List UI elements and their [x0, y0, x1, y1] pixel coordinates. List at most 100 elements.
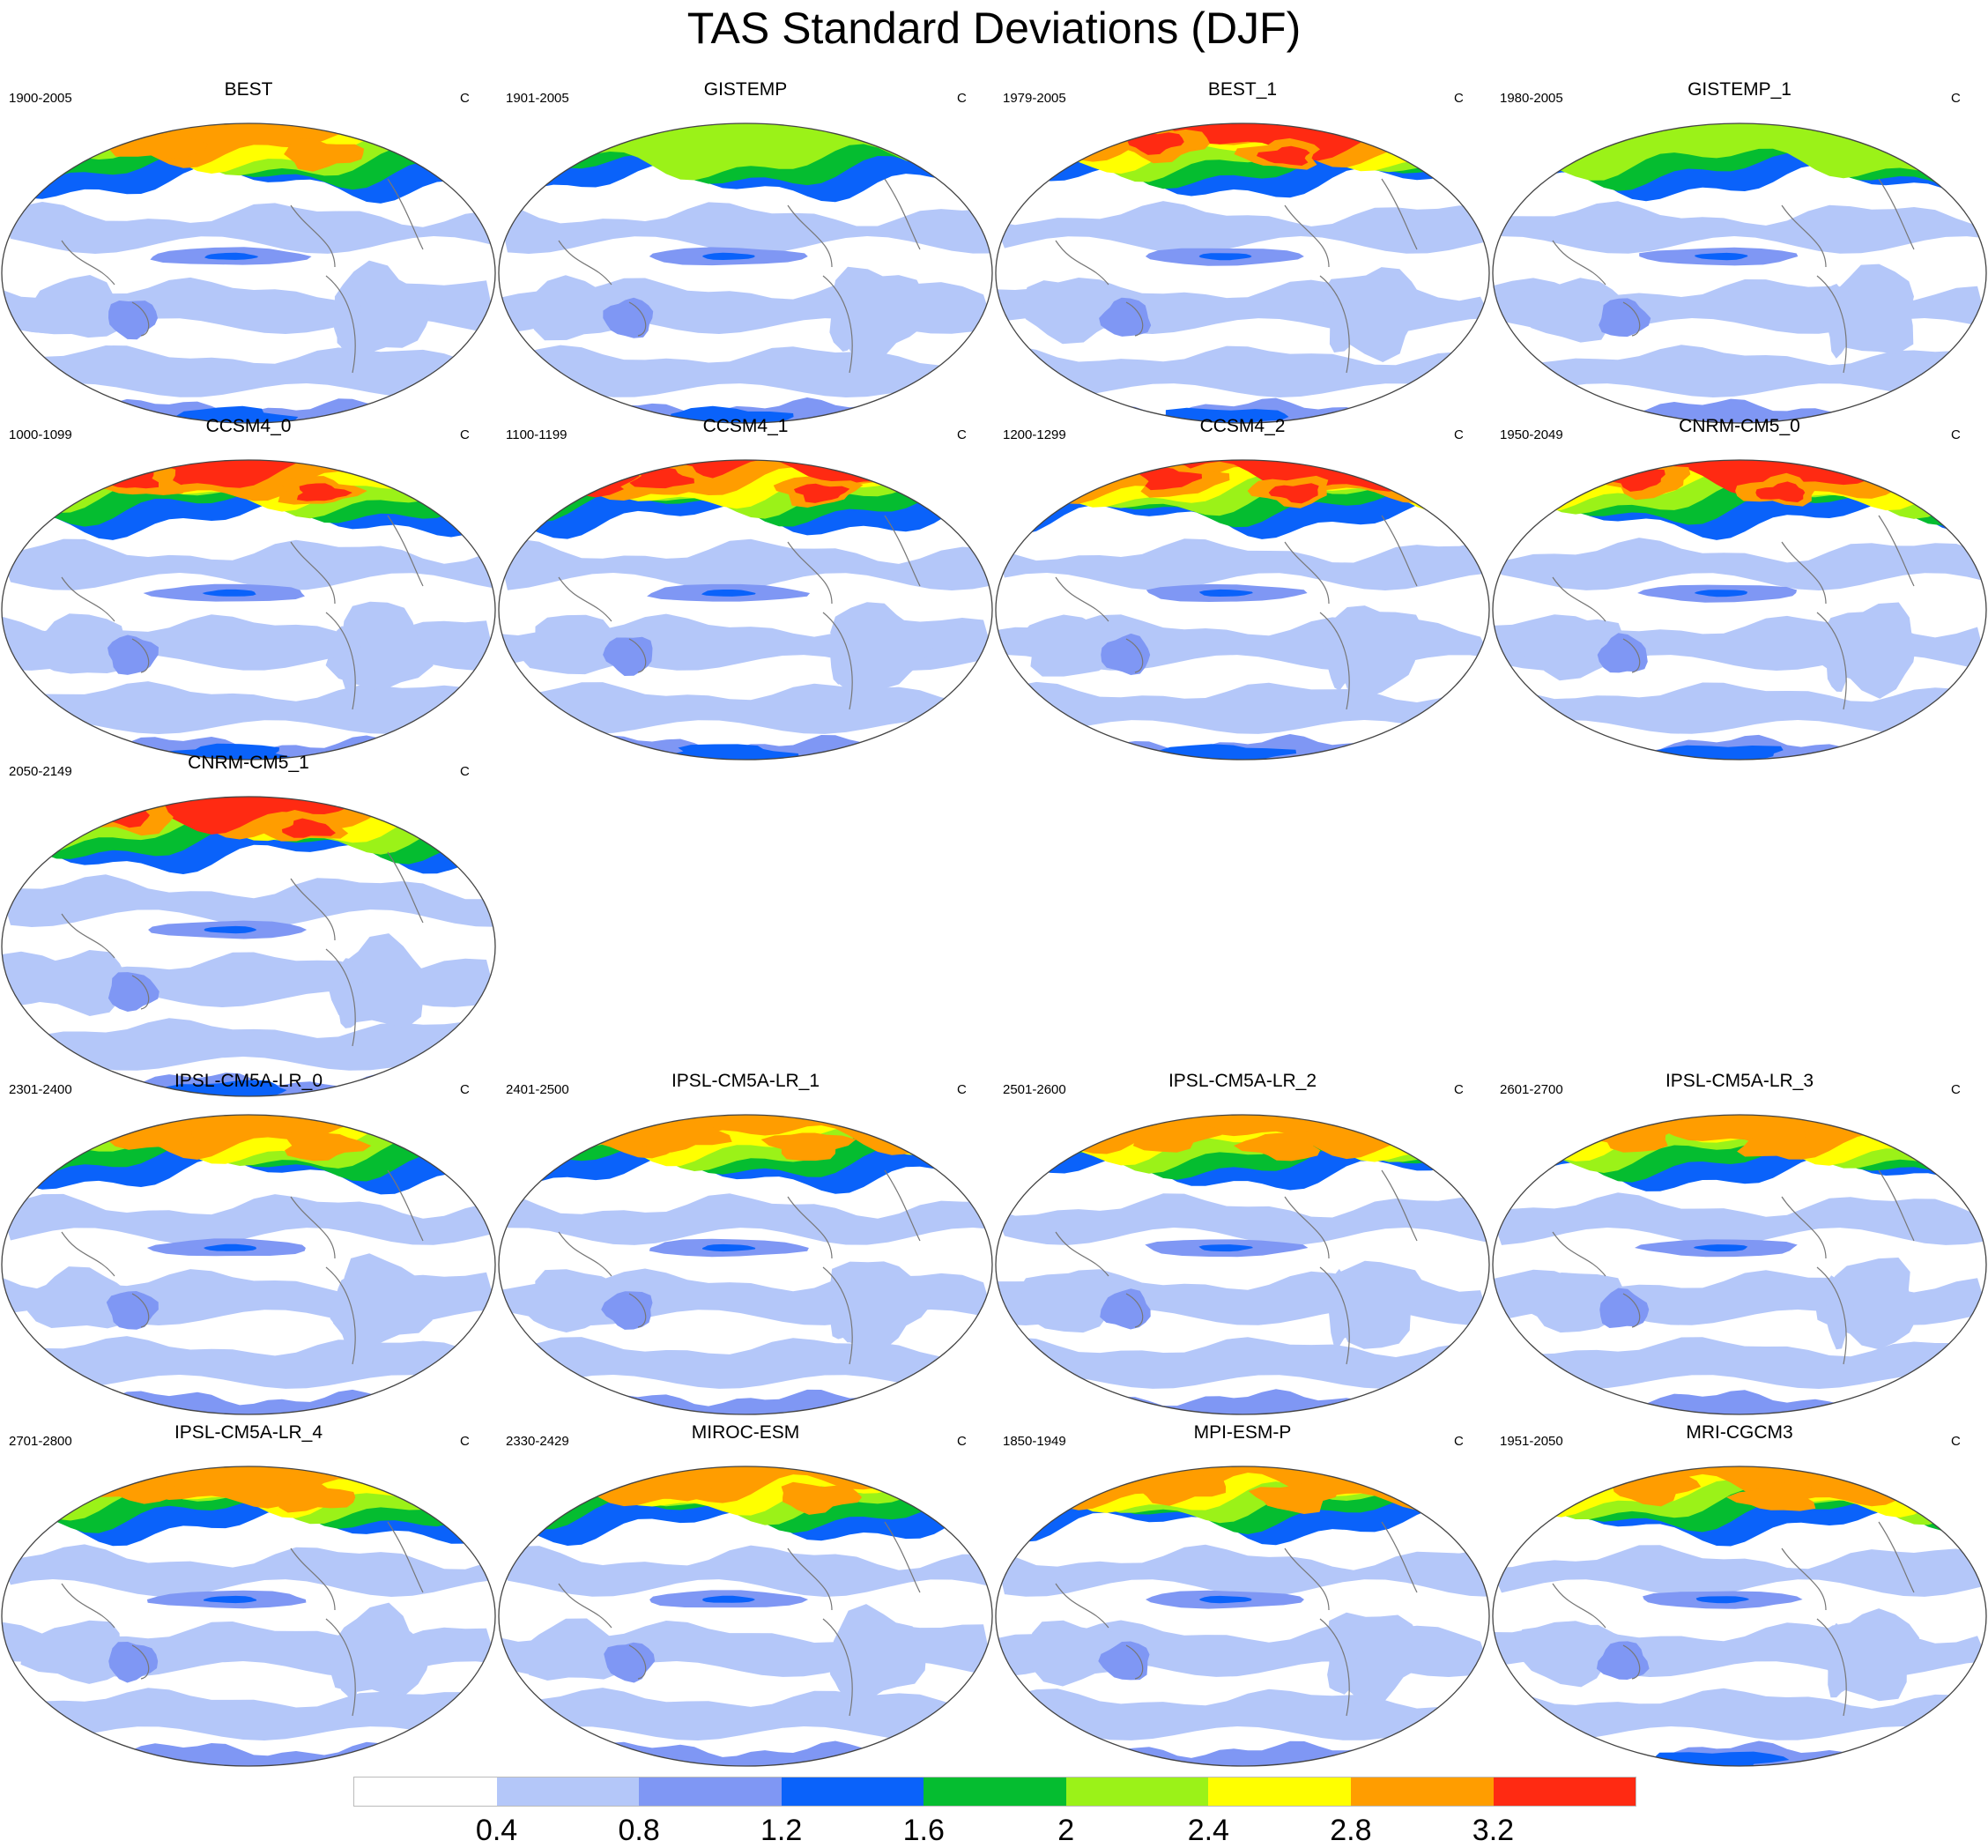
- map-panel: MRI-CGCM3 1951-2050 C: [1491, 1422, 1988, 1782]
- figure-title: TAS Standard Deviations (DJF): [686, 4, 1302, 53]
- map-panel: GISTEMP 1901-2005 C: [497, 79, 994, 439]
- colorbar-tick-label: 1.2: [760, 1814, 803, 1847]
- world-map: [498, 1466, 993, 1767]
- world-map: [498, 122, 993, 424]
- panel-unit: C: [1951, 1434, 1961, 1449]
- world-map: [1, 122, 496, 424]
- panel-title: MRI-CGCM3: [1686, 1422, 1793, 1443]
- panel-title: MIROC-ESM: [691, 1422, 800, 1443]
- panel-title: IPSL-CM5A-LR_1: [671, 1071, 820, 1091]
- panel-years: 1850-1949: [1003, 1434, 1066, 1449]
- panel-unit: C: [957, 91, 967, 106]
- colorbar-tick-label: 0.8: [618, 1814, 660, 1847]
- world-map: [1, 1466, 496, 1767]
- panel-title: IPSL-CM5A-LR_3: [1665, 1071, 1814, 1091]
- world-map: [995, 459, 1490, 761]
- panel-unit: C: [460, 1434, 470, 1449]
- panel-years: 2301-2400: [9, 1082, 72, 1097]
- panel-years: 1951-2050: [1500, 1434, 1563, 1449]
- panel-unit: C: [957, 427, 967, 442]
- colorbar-swatch: [1493, 1777, 1636, 1806]
- map-panel: GISTEMP_1 1980-2005 C: [1491, 79, 1988, 439]
- panel-years: 1950-2049: [1500, 427, 1563, 442]
- panel-years: 1200-1299: [1003, 427, 1066, 442]
- world-map: [1, 1114, 496, 1415]
- panel-title: CCSM4_1: [702, 416, 789, 436]
- panel-title: CCSM4_0: [205, 416, 292, 436]
- world-map: [995, 122, 1490, 424]
- map-panel: CCSM4_2 1200-1299 C: [994, 416, 1491, 776]
- panel-title: IPSL-CM5A-LR_2: [1168, 1071, 1317, 1091]
- panel-years: 1980-2005: [1500, 91, 1563, 106]
- panel-unit: C: [460, 1082, 470, 1097]
- panel-unit: C: [1454, 1434, 1464, 1449]
- panel-title: CNRM-CM5_0: [1679, 416, 1800, 436]
- panel-title: MPI-ESM-P: [1193, 1422, 1292, 1443]
- panel-unit: C: [1454, 427, 1464, 442]
- panel-title: BEST: [224, 79, 273, 100]
- panel-title: CNRM-CM5_1: [188, 753, 309, 773]
- panel-unit: C: [1454, 91, 1464, 106]
- colorbar-swatch: [639, 1777, 782, 1806]
- panel-unit: C: [957, 1082, 967, 1097]
- panel-unit: C: [1951, 427, 1961, 442]
- colorbar-tick-label: 2.8: [1330, 1814, 1372, 1847]
- panel-unit: C: [1454, 1082, 1464, 1097]
- world-map: [1, 459, 496, 761]
- map-panel: CCSM4_1 1100-1199 C: [497, 416, 994, 776]
- panel-years: 1901-2005: [506, 91, 569, 106]
- map-panel: CNRM-CM5_1 2050-2149 C: [0, 753, 497, 1112]
- panel-title: IPSL-CM5A-LR_4: [174, 1422, 323, 1443]
- panel-title: BEST_1: [1207, 79, 1278, 100]
- world-map: [1492, 1114, 1987, 1415]
- world-map: [995, 1466, 1490, 1767]
- panel-years: 2701-2800: [9, 1434, 72, 1449]
- colorbar-swatch: [924, 1777, 1066, 1806]
- map-panel: BEST_1 1979-2005 C: [994, 79, 1491, 439]
- panel-title: IPSL-CM5A-LR_0: [174, 1071, 323, 1091]
- panel-unit: C: [1951, 91, 1961, 106]
- colorbar-swatch: [781, 1777, 924, 1806]
- map-panel: IPSL-CM5A-LR_4 2701-2800 C: [0, 1422, 497, 1782]
- panel-years: 2501-2600: [1003, 1082, 1066, 1097]
- colorbar-tick-label: 2: [1057, 1814, 1075, 1847]
- panel-years: 1100-1199: [506, 427, 567, 442]
- panel-years: 2401-2500: [506, 1082, 569, 1097]
- colorbar-tick-label: 2.4: [1187, 1814, 1229, 1847]
- world-map: [498, 1114, 993, 1415]
- colorbar-swatch: [1065, 1777, 1209, 1806]
- map-panel: IPSL-CM5A-LR_3 2601-2700 C: [1491, 1071, 1988, 1430]
- panel-title: GISTEMP: [703, 79, 788, 100]
- colorbar-swatch: [496, 1777, 640, 1806]
- panel-unit: C: [460, 427, 470, 442]
- world-map: [995, 1114, 1490, 1415]
- panel-title: CCSM4_2: [1199, 416, 1286, 436]
- world-map: [1, 796, 496, 1097]
- panel-unit: C: [460, 764, 470, 779]
- panel-unit: C: [460, 91, 470, 106]
- colorbar-swatch: [1208, 1777, 1351, 1806]
- panel-title: GISTEMP_1: [1688, 79, 1791, 100]
- map-panel: MIROC-ESM 2330-2429 C: [497, 1422, 994, 1782]
- colorbar-tick-label: 0.4: [475, 1814, 518, 1847]
- panel-years: 1000-1099: [9, 427, 72, 442]
- map-panel: BEST 1900-2005 C: [0, 79, 497, 439]
- map-panel: MPI-ESM-P 1850-1949 C: [994, 1422, 1491, 1782]
- world-map: [1492, 459, 1987, 761]
- colorbar-tick-label: 3.2: [1472, 1814, 1515, 1847]
- panel-years: 2050-2149: [9, 764, 72, 779]
- colorbar-swatch: [354, 1777, 497, 1806]
- world-map: [498, 459, 993, 761]
- world-map: [1492, 1466, 1987, 1767]
- colorbar-swatch: [1350, 1777, 1494, 1806]
- map-panel: CNRM-CM5_0 1950-2049 C: [1491, 416, 1988, 776]
- panel-unit: C: [1951, 1082, 1961, 1097]
- panel-years: 2601-2700: [1500, 1082, 1563, 1097]
- colorbar-tick-label: 1.6: [902, 1814, 945, 1847]
- panel-years: 2330-2429: [506, 1434, 569, 1449]
- map-panel: IPSL-CM5A-LR_1 2401-2500 C: [497, 1071, 994, 1430]
- world-map: [1492, 122, 1987, 424]
- map-panel: IPSL-CM5A-LR_2 2501-2600 C: [994, 1071, 1491, 1430]
- map-panel: CCSM4_0 1000-1099 C: [0, 416, 497, 776]
- colorbar: [353, 1777, 1636, 1807]
